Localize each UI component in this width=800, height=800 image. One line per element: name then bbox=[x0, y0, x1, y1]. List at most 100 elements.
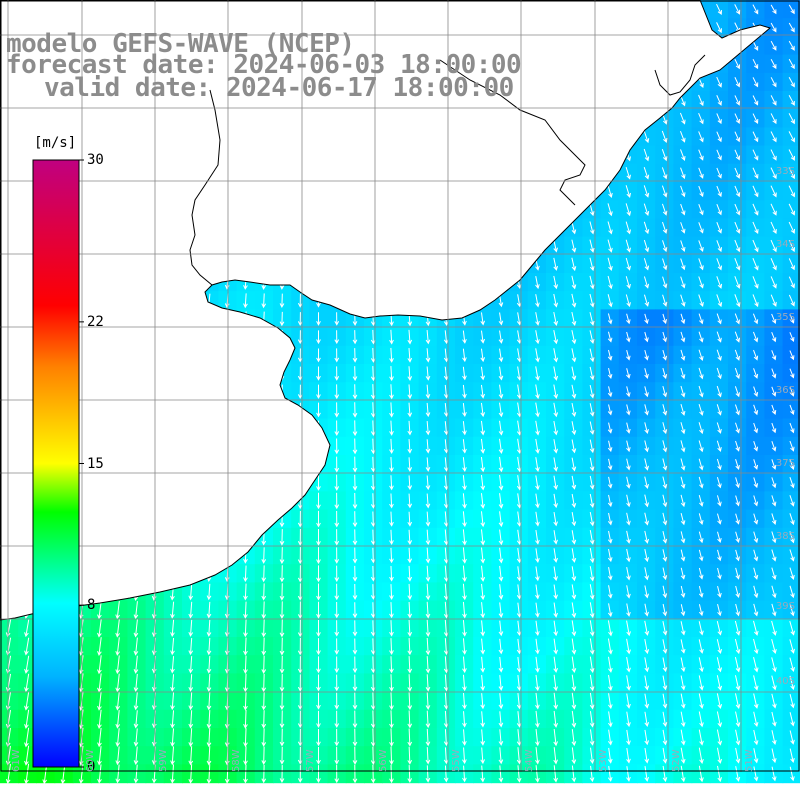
wind-arrow bbox=[734, 276, 741, 289]
wind-arrow bbox=[389, 566, 394, 582]
wind-arrow bbox=[334, 456, 340, 473]
wind-arrow bbox=[571, 239, 577, 253]
wind-arrow bbox=[97, 673, 102, 693]
wind-arrow bbox=[24, 727, 30, 748]
wind-arrow bbox=[698, 693, 704, 709]
wind-arrow bbox=[443, 493, 449, 509]
wind-arrow bbox=[170, 656, 175, 674]
wind-arrow bbox=[425, 511, 431, 527]
wind-arrow bbox=[535, 765, 540, 783]
wind-arrow bbox=[24, 709, 30, 729]
wind-arrow bbox=[480, 620, 486, 637]
wind-arrow bbox=[462, 547, 467, 564]
wind-arrow bbox=[334, 746, 340, 765]
wind-arrow bbox=[607, 476, 613, 489]
wind-arrow bbox=[206, 619, 212, 637]
wind-arrow bbox=[316, 348, 321, 363]
wind-arrow bbox=[589, 348, 595, 363]
model-title: modelo GEFS-WAVE (NCEP) bbox=[6, 29, 355, 59]
wind-arrow bbox=[698, 367, 704, 380]
wind-arrow bbox=[334, 565, 340, 583]
wind-arrow bbox=[789, 386, 795, 397]
wind-arrow bbox=[698, 149, 704, 161]
longitude-label: 58W bbox=[231, 749, 242, 772]
wind-arrow bbox=[607, 603, 613, 618]
wind-arrow bbox=[662, 367, 668, 380]
wind-arrow bbox=[553, 747, 558, 765]
wind-arrow bbox=[389, 329, 394, 345]
wind-arrow bbox=[133, 673, 139, 693]
wind-arrow bbox=[425, 637, 431, 656]
wind-arrow bbox=[334, 583, 340, 601]
wind-arrow bbox=[752, 294, 759, 308]
wind-arrow bbox=[516, 693, 522, 710]
wind-arrow bbox=[553, 348, 559, 363]
wind-arrow bbox=[753, 495, 759, 507]
wind-arrow bbox=[734, 221, 741, 234]
wind-arrow bbox=[407, 439, 413, 454]
wind-arrow bbox=[716, 203, 722, 216]
wind-arrow bbox=[717, 567, 722, 580]
wind-arrow bbox=[133, 728, 139, 747]
wind-arrow bbox=[734, 294, 741, 308]
wind-arrow bbox=[698, 94, 704, 107]
wind-arrow bbox=[589, 674, 595, 692]
wind-arrow bbox=[607, 239, 613, 253]
longitude-label: 56W bbox=[378, 749, 389, 772]
wind-arrow bbox=[770, 77, 777, 88]
wind-arrow bbox=[498, 602, 504, 618]
wind-arrow bbox=[680, 657, 686, 673]
wind-arrow bbox=[625, 203, 631, 217]
wind-arrow bbox=[297, 765, 303, 783]
wind-arrow bbox=[789, 639, 795, 654]
wind-arrow bbox=[243, 565, 248, 583]
wind-arrow bbox=[261, 293, 267, 309]
latitude-label: 33S bbox=[775, 166, 795, 177]
latitude-label: 37S bbox=[775, 458, 795, 469]
wind-arrow bbox=[553, 420, 559, 436]
wind-arrow bbox=[443, 403, 449, 417]
wind-arrow bbox=[788, 221, 796, 234]
wind-arrow bbox=[462, 439, 467, 454]
wind-arrow bbox=[425, 366, 431, 381]
wind-arrow bbox=[680, 458, 686, 471]
wind-arrow bbox=[734, 131, 741, 143]
wind-arrow bbox=[735, 440, 740, 452]
wind-arrow bbox=[571, 530, 577, 545]
wind-arrow bbox=[170, 637, 175, 656]
wind-arrow bbox=[389, 602, 394, 619]
wind-arrow bbox=[334, 474, 340, 491]
wind-arrow bbox=[771, 386, 777, 397]
wind-arrow bbox=[297, 583, 303, 601]
wind-arrow bbox=[788, 240, 795, 253]
wind-arrow bbox=[643, 167, 650, 180]
wind-arrow bbox=[771, 675, 777, 691]
wind-arrow bbox=[662, 747, 668, 764]
wind-arrow bbox=[680, 167, 686, 180]
wind-arrow bbox=[316, 330, 321, 345]
wind-arrow bbox=[752, 40, 759, 51]
wind-arrow bbox=[498, 348, 504, 363]
wind-arrow bbox=[370, 493, 376, 509]
wind-arrow bbox=[770, 4, 777, 15]
wind-arrow bbox=[535, 584, 540, 600]
wind-arrow bbox=[607, 313, 613, 325]
wind-arrow bbox=[607, 257, 613, 272]
wind-arrow bbox=[407, 619, 413, 637]
wind-arrow bbox=[644, 548, 650, 563]
wind-arrow bbox=[770, 22, 777, 33]
wind-arrow bbox=[352, 330, 358, 345]
wind-arrow bbox=[644, 494, 650, 508]
wind-arrow bbox=[589, 692, 595, 710]
wind-arrow bbox=[425, 348, 431, 363]
wind-arrow bbox=[589, 239, 595, 253]
wind-arrow bbox=[443, 439, 449, 454]
wind-arrow bbox=[97, 709, 102, 730]
wind-arrow bbox=[753, 711, 759, 728]
wind-arrow bbox=[370, 475, 376, 491]
wind-arrow bbox=[297, 656, 303, 674]
wind-arrow bbox=[443, 384, 449, 399]
wind-arrow bbox=[589, 638, 595, 655]
wind-arrow bbox=[535, 747, 540, 765]
wind-arrow bbox=[535, 548, 540, 563]
